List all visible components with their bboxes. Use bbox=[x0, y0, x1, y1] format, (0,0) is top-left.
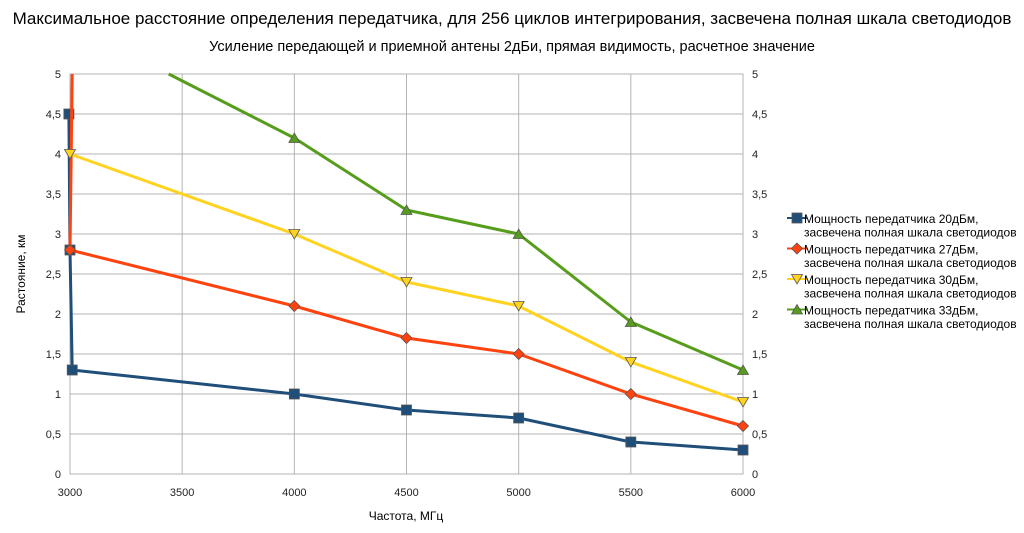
y-right-tick-label: 1 bbox=[752, 389, 758, 401]
series-line bbox=[69, 152, 744, 404]
y-tick-label: 3 bbox=[55, 229, 61, 241]
data-point bbox=[400, 204, 413, 215]
x-tick-label: 4000 bbox=[282, 487, 306, 499]
y-right-tick-label: 3 bbox=[752, 229, 758, 241]
legend-label: Мощность передатчика 33дБм, bbox=[804, 304, 979, 318]
y-tick-label: 3,5 bbox=[46, 189, 61, 201]
y-tick-label: 1 bbox=[55, 389, 61, 401]
legend-swatch-marker bbox=[790, 274, 804, 285]
legend-label: Мощность передатчика 20дБм, bbox=[804, 212, 979, 226]
data-point bbox=[737, 444, 749, 456]
data-point bbox=[63, 243, 77, 257]
y-right-tick-label: 5 bbox=[752, 69, 758, 81]
data-point bbox=[736, 419, 750, 433]
y-right-tick-label: 3,5 bbox=[752, 189, 767, 201]
y-axis-right-ticks: 0 0,5 1 1,5 2 2,5 3 3,5 4 4,5 5 bbox=[752, 69, 767, 481]
legend-label: засвечена полная шкала светодиодов bbox=[804, 317, 1017, 331]
y-tick-label: 2,5 bbox=[46, 269, 61, 281]
y-right-tick-label: 2 bbox=[752, 309, 758, 321]
legend-item: Мощность передатчика 30дБм,засвечена пол… bbox=[787, 273, 1017, 301]
y-right-tick-label: 2,5 bbox=[752, 269, 767, 281]
legend-label: Мощность передатчика 27дБм, bbox=[804, 243, 979, 257]
data-point bbox=[288, 388, 300, 400]
y-right-tick-label: 0 bbox=[752, 469, 758, 481]
y-tick-label: 4,5 bbox=[46, 109, 61, 121]
y-tick-label: 0 bbox=[55, 469, 61, 481]
data-point bbox=[512, 301, 525, 312]
y-axis-ticks: 0 0,5 1 1,5 2 2,5 3 3,5 4 4,5 5 bbox=[46, 69, 61, 481]
legend-item: Мощность передатчика 27дБм,засвечена пол… bbox=[787, 242, 1017, 270]
y-right-tick-label: 4 bbox=[752, 149, 758, 161]
data-point bbox=[288, 299, 301, 313]
data-point bbox=[66, 364, 78, 376]
x-tick-label: 5000 bbox=[506, 487, 530, 499]
y-tick-label: 1,5 bbox=[46, 349, 61, 361]
y-right-tick-label: 1,5 bbox=[752, 349, 767, 361]
data-point bbox=[512, 347, 525, 361]
data-point bbox=[624, 357, 638, 368]
x-axis-ticks: 3000 3500 4000 4500 5000 5500 6000 bbox=[58, 487, 755, 499]
data-point bbox=[401, 404, 412, 416]
legend: Мощность передатчика 20дБм,засвечена пол… bbox=[787, 212, 1017, 331]
series-lines bbox=[63, 72, 750, 456]
series-line bbox=[168, 72, 744, 372]
legend-label: Мощность передатчика 30дБм, bbox=[804, 273, 979, 287]
series-3 bbox=[63, 149, 750, 408]
x-tick-label: 3500 bbox=[170, 487, 194, 499]
x-tick-label: 4500 bbox=[394, 487, 418, 499]
legend-swatch-marker bbox=[791, 212, 803, 224]
data-point bbox=[624, 387, 637, 401]
legend-swatch-marker bbox=[790, 242, 804, 255]
data-point bbox=[736, 364, 750, 375]
data-point bbox=[736, 397, 750, 408]
y-tick-label: 2 bbox=[55, 309, 61, 321]
x-tick-label: 5500 bbox=[619, 487, 643, 499]
data-point bbox=[624, 316, 638, 327]
legend-label: засвечена полная шкала светодиодов bbox=[804, 287, 1017, 301]
legend-label: засвечена полная шкала светодиодов bbox=[804, 226, 1017, 240]
series-2 bbox=[63, 73, 750, 433]
data-point bbox=[63, 108, 75, 120]
chart-title: Максимальное расстояние определения пере… bbox=[12, 9, 1012, 28]
data-point bbox=[288, 132, 301, 143]
data-point bbox=[512, 228, 525, 239]
data-point bbox=[625, 436, 637, 448]
legend-item: Мощность передатчика 33дБм,засвечена пол… bbox=[787, 303, 1017, 331]
x-axis-label: Частота, МГц bbox=[369, 509, 444, 523]
chart-subtitle: Усиление передающей и приемной антены 2д… bbox=[209, 39, 815, 55]
y-right-tick-label: 4,5 bbox=[752, 109, 767, 121]
series-4 bbox=[168, 72, 750, 375]
y-right-tick-label: 0,5 bbox=[752, 429, 767, 441]
x-tick-label: 3000 bbox=[58, 487, 82, 499]
data-point bbox=[400, 331, 413, 345]
legend-swatch-marker bbox=[790, 303, 804, 315]
data-point bbox=[400, 277, 413, 288]
legend-item: Мощность передатчика 20дБм,засвечена пол… bbox=[787, 212, 1017, 240]
data-point bbox=[513, 412, 525, 424]
legend-label: засвечена полная шкала светодиодов bbox=[804, 256, 1017, 270]
y-tick-label: 4 bbox=[55, 149, 61, 161]
x-tick-label: 6000 bbox=[731, 487, 755, 499]
y-tick-label: 0,5 bbox=[46, 429, 61, 441]
series-line bbox=[67, 113, 744, 452]
y-axis-label: Растояние, км bbox=[14, 235, 28, 314]
data-point bbox=[63, 149, 77, 160]
y-tick-label: 5 bbox=[55, 69, 61, 81]
data-point bbox=[288, 229, 301, 240]
